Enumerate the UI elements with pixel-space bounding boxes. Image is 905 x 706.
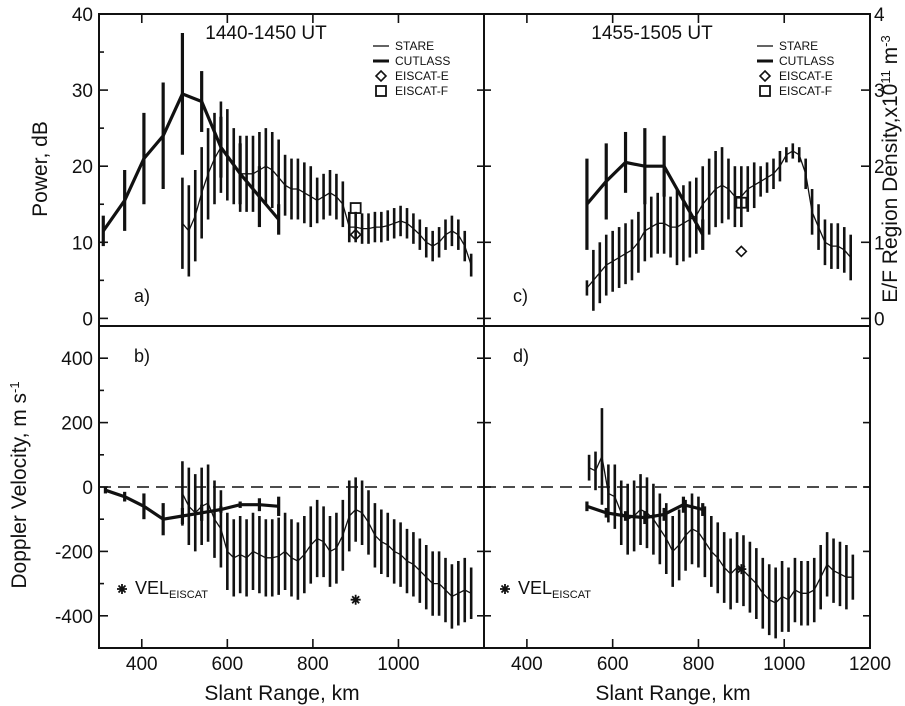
- ytick-label-velocity: -200: [55, 542, 93, 563]
- panel-label-b: b): [134, 346, 150, 366]
- xtick-label-right: 800: [683, 654, 715, 675]
- legend-label-c: STARE: [779, 39, 818, 53]
- legend-label-c: EISCAT-E: [779, 69, 833, 83]
- ytick-label-power: 0: [82, 309, 93, 330]
- ylabel-velocity: Doppler Velocity, m s-1: [7, 381, 32, 588]
- ytick-label-density: 4: [874, 5, 885, 26]
- xlabel-right: Slant Range, km: [595, 682, 750, 705]
- ylabel-power: Power, dB: [29, 121, 52, 217]
- panel-title-c: 1455-1505 UT: [591, 23, 713, 44]
- marker-vel-eiscat-b: [350, 594, 361, 605]
- marker-eiscat-f-c: [735, 196, 748, 209]
- ytick-label-velocity: -400: [55, 607, 93, 628]
- stare-line-a: [181, 146, 472, 266]
- xtick-label-right: 1000: [763, 654, 805, 675]
- legend-label-c: EISCAT-F: [779, 84, 832, 98]
- ytick-label-density: 3: [874, 81, 885, 102]
- legend-label-a: EISCAT-F: [395, 84, 448, 98]
- annotation-asterisk-b: [117, 584, 127, 594]
- legend-square-a: [375, 85, 387, 97]
- legend-diamond-a: [374, 69, 388, 83]
- xtick-label-left: 800: [297, 654, 329, 675]
- ytick-label-power: 40: [72, 5, 93, 26]
- legend-label-a: CUTLASS: [395, 54, 450, 68]
- xlabel-left: Slant Range, km: [204, 682, 359, 705]
- stare-line-c: [586, 150, 852, 289]
- cutlass-line-b: [104, 488, 279, 521]
- marker-eiscat-f-a: [349, 202, 362, 214]
- xtick-label-left: 400: [126, 654, 158, 675]
- xtick-label-right: 1200: [849, 654, 891, 675]
- ytick-label-velocity: 400: [61, 349, 93, 370]
- xtick-label-right: 400: [511, 654, 543, 675]
- legend-square-c: [759, 85, 771, 97]
- annotation-vel-eiscat-d: VELEISCAT: [518, 578, 591, 601]
- stare-line-b: [181, 493, 472, 598]
- legend-label-a: EISCAT-E: [395, 69, 449, 83]
- cutlass-line-d: [586, 503, 704, 520]
- ytick-label-power: 20: [72, 157, 93, 178]
- ytick-label-power: 30: [72, 81, 93, 102]
- legend-label-c: CUTLASS: [779, 54, 834, 68]
- marker-vel-eiscat-d: [736, 564, 747, 575]
- panel-title-a: 1440-1450 UT: [205, 23, 327, 44]
- ytick-label-velocity: 200: [61, 414, 93, 435]
- panel-label-a: a): [134, 286, 150, 306]
- cutlass-line-a: [101, 91, 280, 232]
- annotation-asterisk-d: [500, 584, 510, 594]
- ytick-label-density: 1: [874, 233, 885, 254]
- ytick-label-power: 10: [72, 233, 93, 254]
- xtick-label-left: 1000: [377, 654, 419, 675]
- annotation-vel-eiscat-b: VELEISCAT: [135, 578, 208, 601]
- legend-label-a: STARE: [395, 39, 434, 53]
- legend-diamond-c: [758, 69, 772, 83]
- ytick-label-velocity: 0: [82, 478, 93, 499]
- xtick-label-left: 600: [211, 654, 243, 675]
- ytick-label-density: 2: [874, 157, 885, 178]
- xtick-label-right: 600: [597, 654, 629, 675]
- panel-label-c: c): [513, 286, 528, 306]
- marker-eiscat-e-a: [349, 228, 362, 241]
- cutlass-line-c: [585, 160, 705, 236]
- panel-label-d: d): [513, 346, 529, 366]
- marker-eiscat-e-c: [735, 245, 748, 258]
- ytick-label-density: 0: [874, 309, 885, 330]
